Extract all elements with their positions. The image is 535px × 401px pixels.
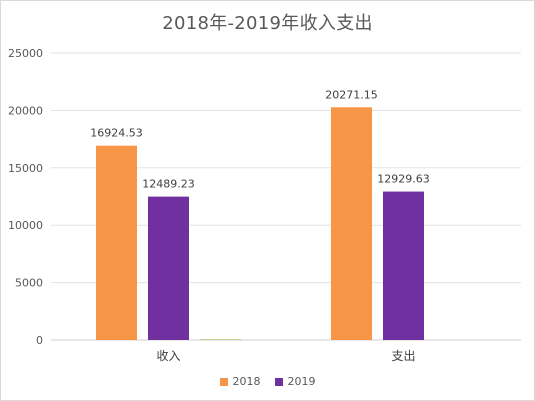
- legend-label-2019: 2019: [287, 375, 316, 388]
- legend-item-2019: 2019: [274, 375, 316, 388]
- x-tick-label-收入: 收入: [156, 349, 180, 363]
- bar-2018-支出: [331, 107, 372, 340]
- data-label-2018-支出: 20271.15: [325, 88, 378, 101]
- legend-swatch-2019: [274, 377, 283, 386]
- bar-2019-收入: [148, 196, 189, 340]
- y-tick-label-0: 0: [36, 334, 43, 347]
- legend-label-2018: 2018: [232, 375, 261, 388]
- y-tick-label-10000: 10000: [8, 219, 43, 232]
- y-tick-label-5000: 5000: [15, 277, 43, 290]
- data-label-2018-收入: 16924.53: [90, 127, 143, 140]
- y-tick-label-15000: 15000: [8, 162, 43, 175]
- x-tick-label-支出: 支出: [391, 349, 415, 363]
- data-label-2019-支出: 12929.63: [377, 173, 430, 186]
- bar-series-2-收入: [200, 339, 241, 340]
- y-tick-label-20000: 20000: [8, 104, 43, 117]
- data-label-2019-收入: 12489.23: [142, 178, 195, 191]
- bar-2018-收入: [96, 145, 137, 340]
- chart-title: 2018年-2019年收入支出: [162, 13, 373, 34]
- legend-swatch-2018: [219, 377, 228, 386]
- bar-2019-支出: [383, 191, 424, 340]
- chart-legend: 2018 2019: [1, 375, 534, 388]
- legend-item-2018: 2018: [219, 375, 261, 388]
- y-tick-label-25000: 25000: [8, 47, 43, 60]
